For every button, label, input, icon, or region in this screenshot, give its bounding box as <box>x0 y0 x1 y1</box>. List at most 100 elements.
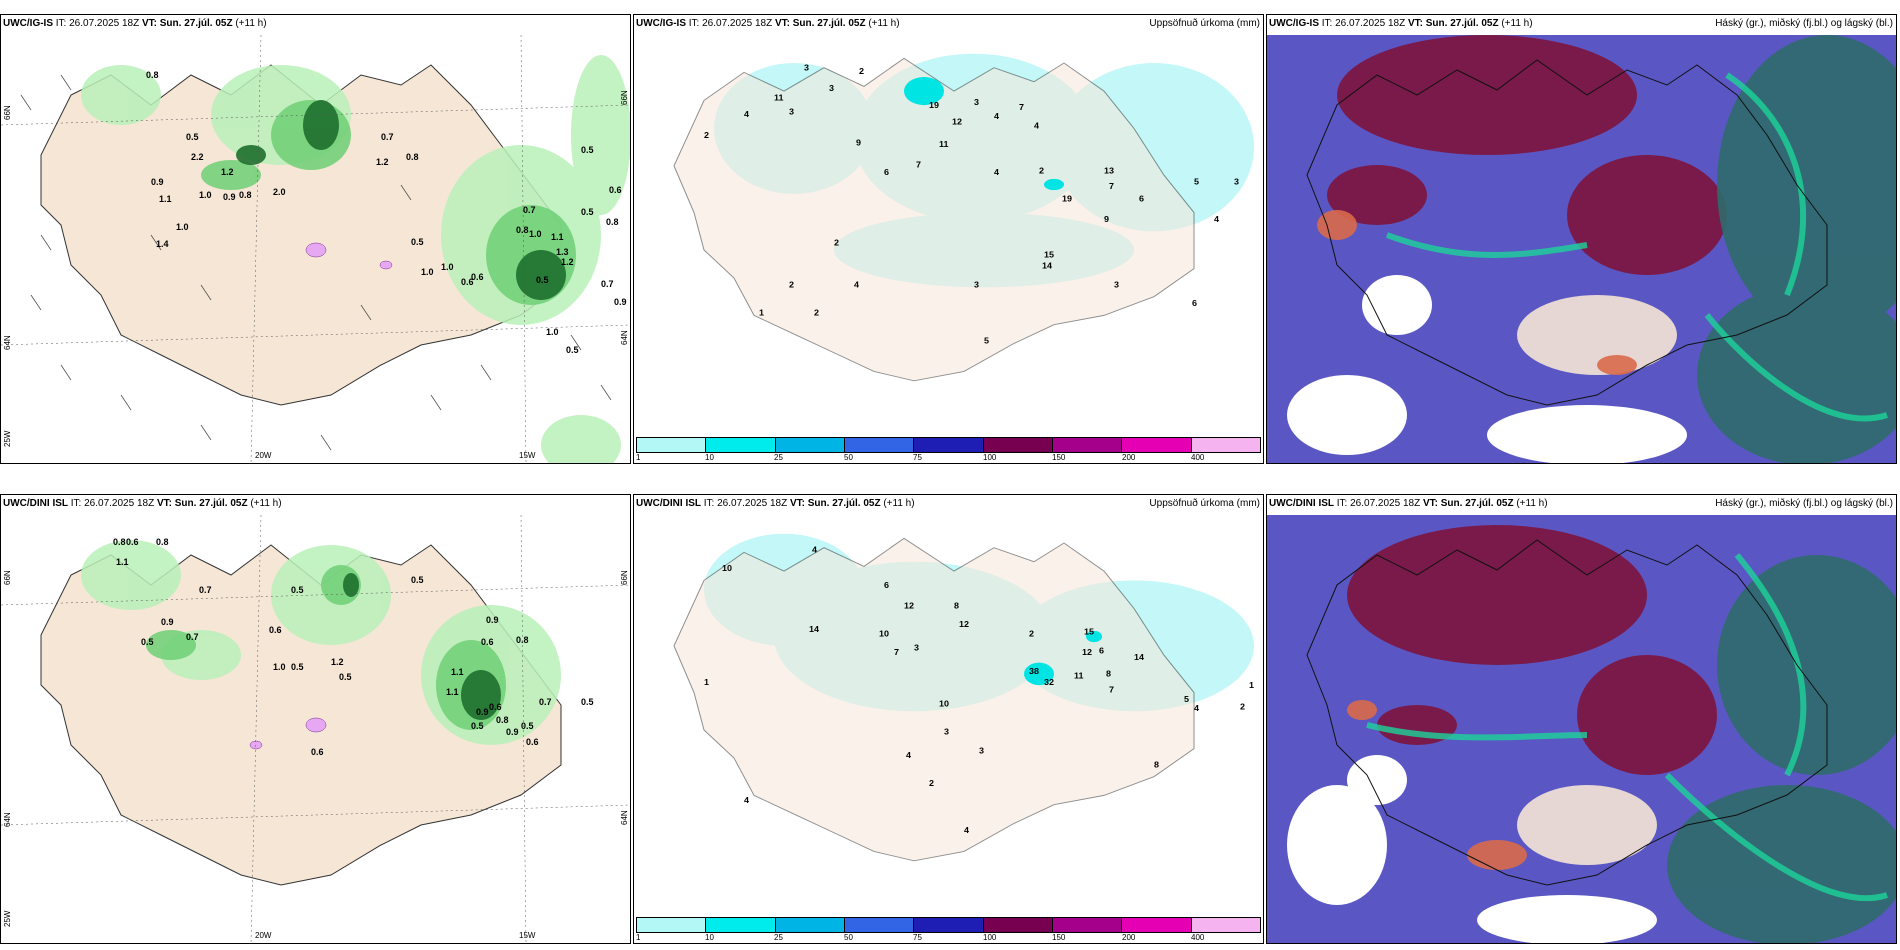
precip-colorbar <box>636 437 1261 453</box>
panel-top-left-wind-precip: UWC/IG-IS IT: 26.07.2025 18Z VT: Sun. 27… <box>0 14 631 464</box>
value-label: 4 <box>1214 214 1219 224</box>
colorbar-segment <box>775 438 845 452</box>
value-label: 15 <box>1044 250 1054 260</box>
value-label: 0.8 <box>156 537 169 547</box>
vt-value: Sun. 27.júl. 05Z <box>1425 18 1499 29</box>
value-label: 4 <box>994 111 999 121</box>
value-label: 1.2 <box>221 167 234 177</box>
value-label: 3 <box>829 83 834 93</box>
value-label: 1.0 <box>199 190 212 200</box>
colorbar-segment <box>706 918 776 932</box>
value-label: 0.8 <box>239 190 252 200</box>
it-label: IT: <box>1336 498 1348 509</box>
colorbar-segment <box>637 438 707 452</box>
value-label: 0.5 <box>186 132 199 142</box>
colorbar-tick: 50 <box>844 933 853 942</box>
lat-label-66n: 66N <box>3 570 12 585</box>
lat-label-64n: 64N <box>3 812 12 827</box>
colorbar-segment <box>637 918 707 932</box>
value-label: 10 <box>879 629 889 639</box>
panel-title: UWC/DINI ISL IT: 26.07.2025 18Z VT: Sun.… <box>1269 498 1548 509</box>
value-label: 10 <box>722 563 732 573</box>
value-label: 4 <box>1194 704 1199 714</box>
value-label: 1.1 <box>446 687 459 697</box>
value-label: 6 <box>1099 646 1104 656</box>
value-label: 0.6 <box>609 185 622 195</box>
value-label: 0.6 <box>269 625 282 635</box>
value-label: 9 <box>1104 214 1109 224</box>
map-cloud-cover <box>1267 515 1896 943</box>
panel-title: UWC/IG-IS IT: 26.07.2025 18Z VT: Sun. 27… <box>1269 18 1533 29</box>
value-label: 14 <box>809 624 819 634</box>
model-name: UWC/DINI ISL <box>636 498 701 509</box>
lon-label-15w: 15W <box>519 931 536 940</box>
value-label: 6 <box>1139 194 1144 204</box>
it-label: IT: <box>55 18 67 29</box>
map-wind-precip: 0.8 0.6 0.8 1.1 0.7 0.5 0.9 0.5 0.7 0.6 … <box>1 515 630 943</box>
value-label: 7 <box>894 647 899 657</box>
value-label: 7 <box>1109 685 1114 695</box>
colorbar-segment <box>1122 438 1192 452</box>
value-label: 4 <box>994 167 999 177</box>
colorbar-tick: 1 <box>636 933 641 942</box>
value-label: 0.5 <box>581 207 594 217</box>
colorbar-ticks: 1 10 25 50 75 100 150 200 400 <box>636 933 1261 943</box>
model-name: UWC/IG-IS <box>3 18 53 29</box>
value-label: 0.9 <box>476 707 489 717</box>
lead-time: (+11 h) <box>1501 18 1533 29</box>
panel-bottom-left-wind-precip: UWC/DINI ISL IT: 26.07.2025 18Z VT: Sun.… <box>0 494 631 944</box>
value-label: 11 <box>1074 671 1084 681</box>
vt-value: Sun. 27.júl. 05Z <box>807 498 881 509</box>
value-label: 3 <box>804 63 809 73</box>
model-name: UWC/IG-IS <box>636 18 686 29</box>
colorbar-segment <box>844 438 915 452</box>
panel-top-middle-accum-precip: UWC/IG-IS IT: 26.07.2025 18Z VT: Sun. 27… <box>633 14 1264 464</box>
value-label: 3 <box>979 746 984 756</box>
panel-top-right-clouds: UWC/IG-IS IT: 26.07.2025 18Z VT: Sun. 27… <box>1266 14 1897 464</box>
colorbar-tick: 25 <box>774 933 783 942</box>
value-label: 0.5 <box>471 721 484 731</box>
value-label: 0.5 <box>339 672 352 682</box>
value-label: 0.5 <box>291 585 304 595</box>
lon-label-15w: 15W <box>519 451 536 460</box>
colorbar-tick: 50 <box>844 453 853 462</box>
value-label: 0.8 <box>406 152 419 162</box>
panel-right-title: Uppsöfnuð úrkoma (mm) <box>1149 498 1260 509</box>
value-label: 0.6 <box>471 272 484 282</box>
lead-time: (+11 h) <box>250 498 282 509</box>
lat-label-25w: 25W <box>3 910 12 927</box>
value-label: 2 <box>1039 166 1044 176</box>
value-label: 8 <box>1106 669 1111 679</box>
it-value: 26.07.2025 18Z <box>1350 498 1421 509</box>
value-label: 0.9 <box>614 297 627 307</box>
it-value: 26.07.2025 18Z <box>84 498 155 509</box>
value-label: 1.0 <box>546 327 559 337</box>
value-label: 3 <box>789 107 794 117</box>
value-label: 0.6 <box>126 537 139 547</box>
lead-time: (+11 h) <box>883 498 915 509</box>
value-label: 2 <box>814 308 819 318</box>
colorbar-ticks: 1 10 25 50 75 100 150 200 400 <box>636 453 1261 463</box>
vt-label: VT: <box>156 498 172 509</box>
vt-label: VT: <box>1407 18 1423 29</box>
map-wind-precip: 0.8 0.5 2.2 1.2 0.9 1.1 1.0 0.9 0.8 2.0 … <box>1 35 630 463</box>
value-label: 0.7 <box>199 585 212 595</box>
model-name: UWC/DINI ISL <box>1269 498 1334 509</box>
panel-title: UWC/IG-IS IT: 26.07.2025 18Z VT: Sun. 27… <box>636 18 900 29</box>
value-label: 0.9 <box>151 177 164 187</box>
precip-colorbar <box>636 917 1261 933</box>
value-label: 0.5 <box>141 637 154 647</box>
value-label: 1.3 <box>556 247 569 257</box>
panel-title: UWC/IG-IS IT: 26.07.2025 18Z VT: Sun. 27… <box>3 18 267 29</box>
value-label: 2.2 <box>191 152 204 162</box>
value-label: 9 <box>856 138 861 148</box>
colorbar-segment <box>983 438 1053 452</box>
map-accumulated-precipitation: 3 2 3 11 4 3 19 12 9 7 6 11 3 4 7 4 2 4 … <box>634 35 1263 409</box>
value-label: 0.7 <box>523 205 536 215</box>
colorbar-segment <box>775 918 845 932</box>
value-label: 0.8 <box>516 635 529 645</box>
vt-value: Sun. 27.júl. 05Z <box>174 498 248 509</box>
colorbar-tick: 200 <box>1122 453 1136 462</box>
value-label: 0.5 <box>411 237 424 247</box>
value-label: 6 <box>884 167 889 177</box>
